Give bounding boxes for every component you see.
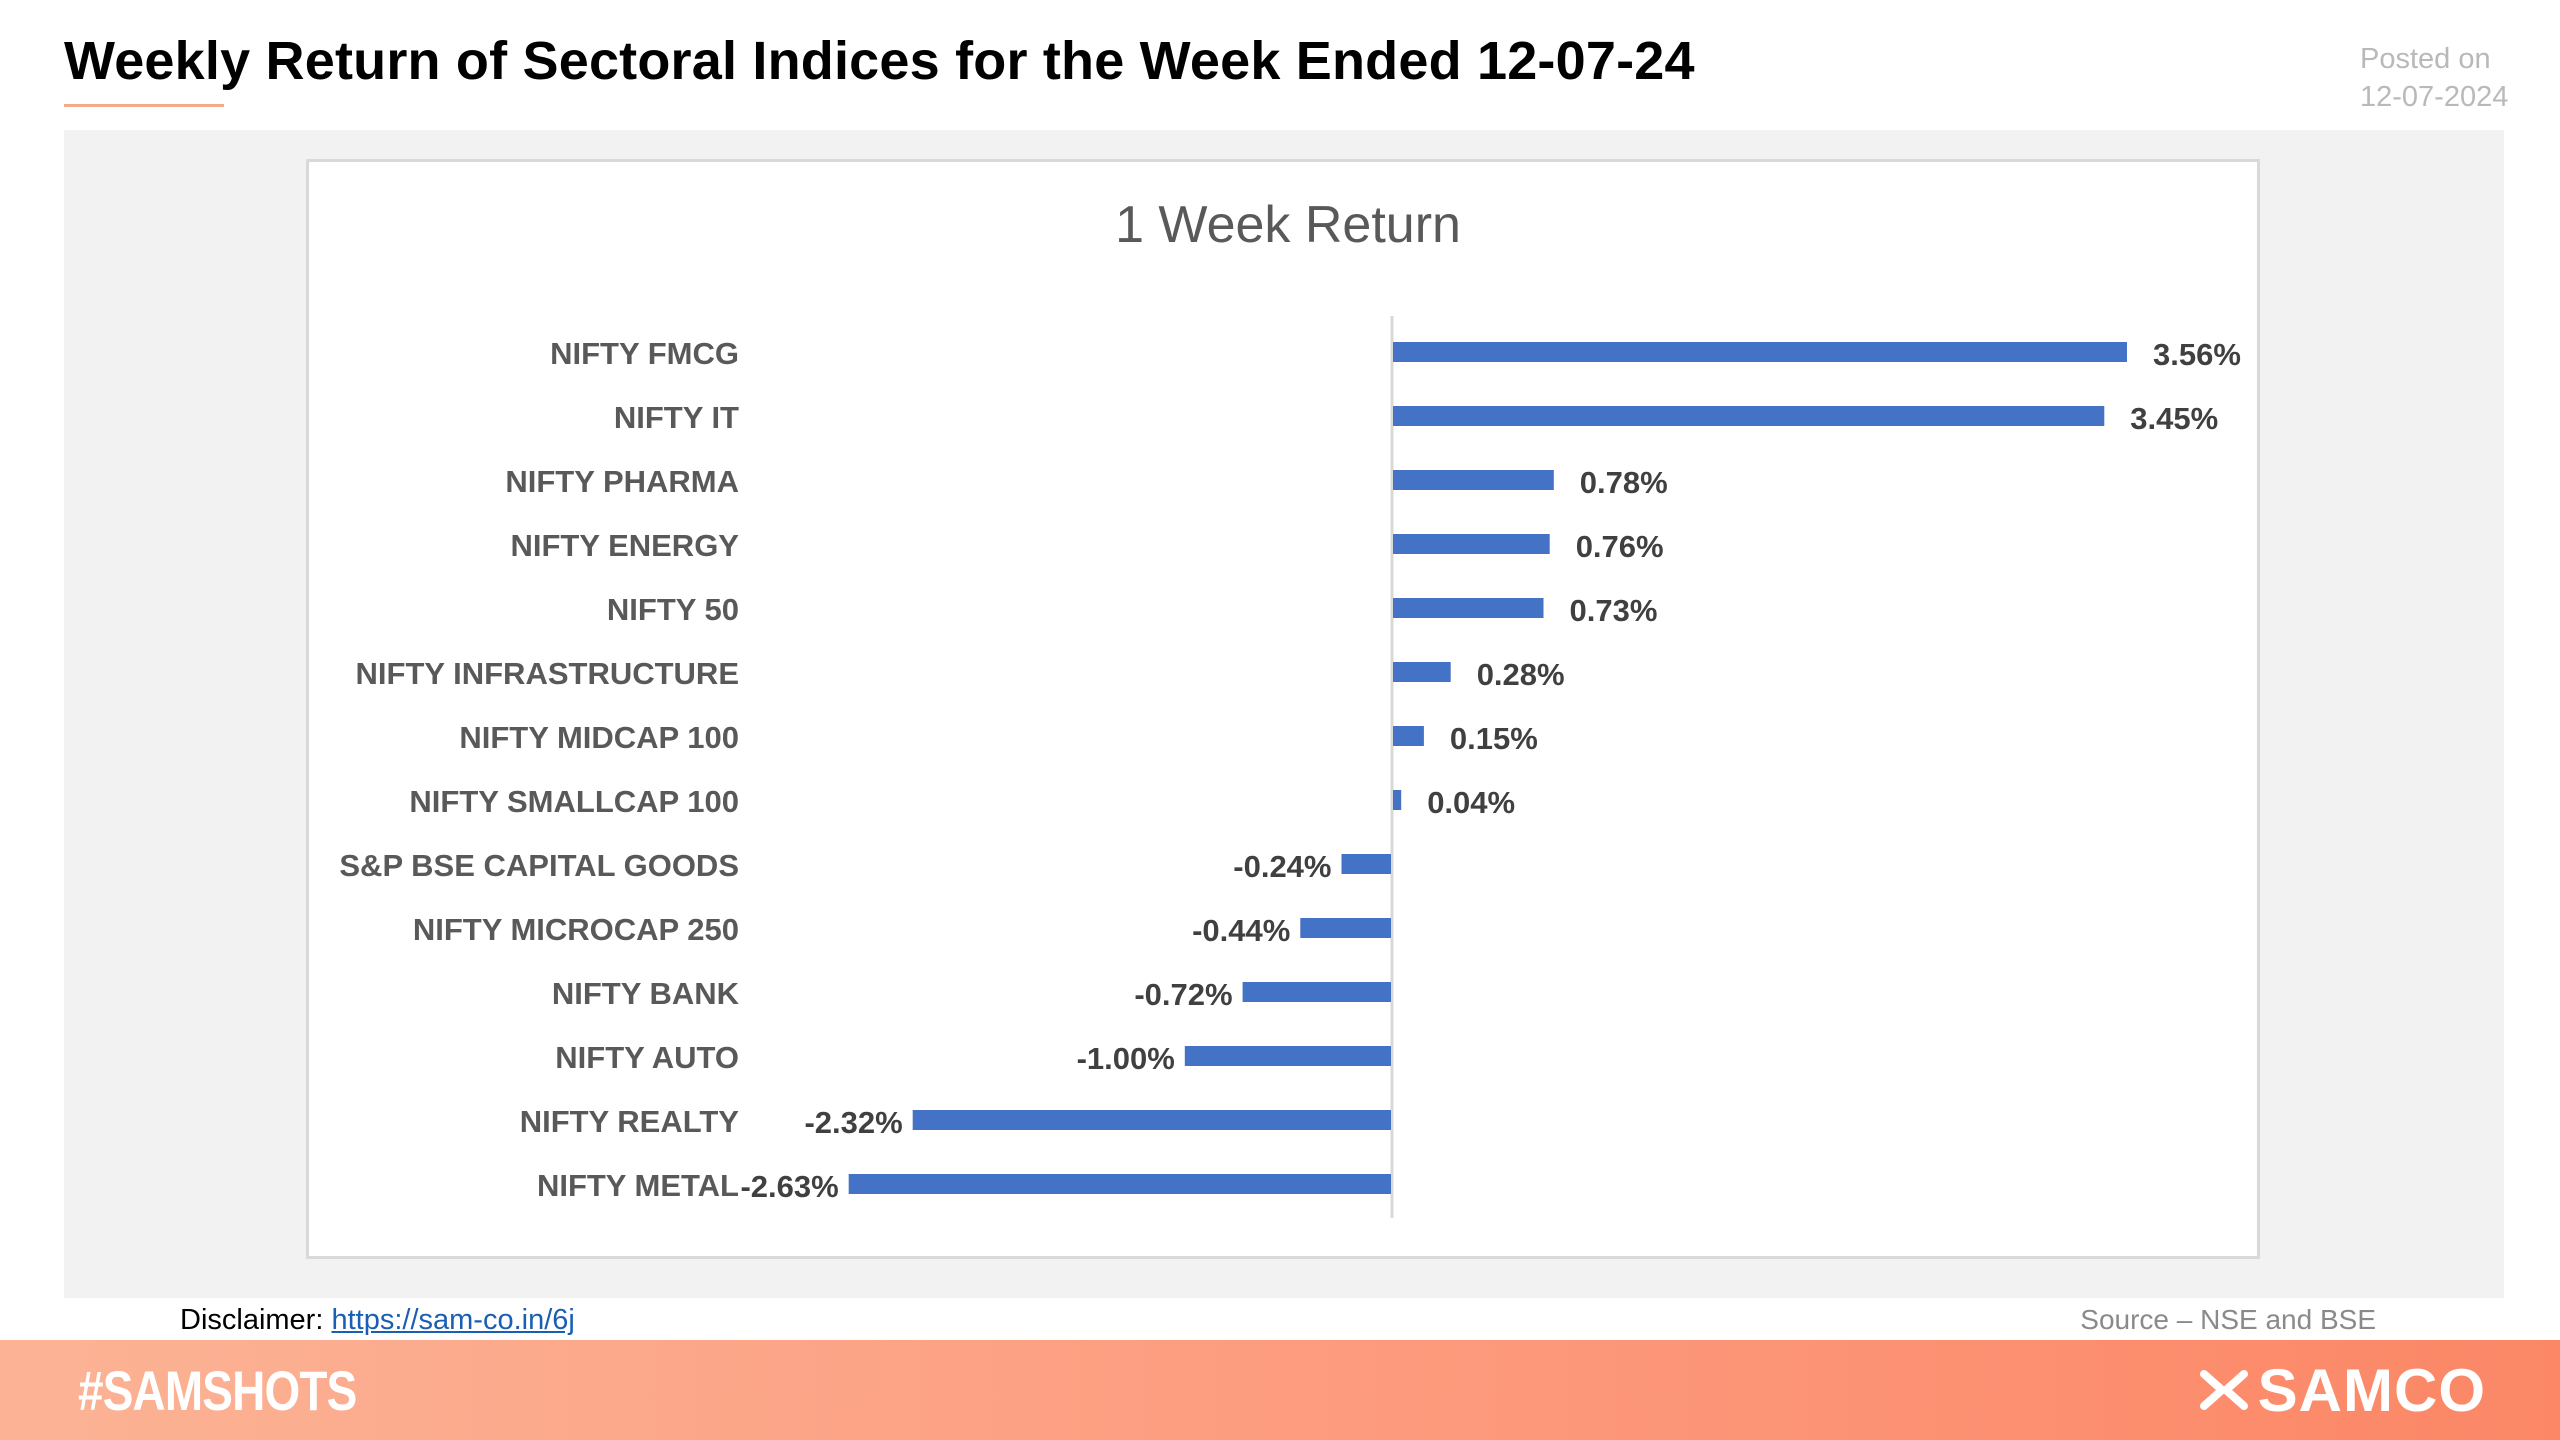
- brand-name: SAMCO: [2257, 1356, 2486, 1424]
- hashtag-label: #SAMSHOTS: [78, 1359, 357, 1422]
- category-label: NIFTY PHARMA: [505, 464, 739, 499]
- value-label: 3.45%: [2130, 401, 2218, 436]
- category-label: NIFTY INFRASTRUCTURE: [356, 656, 739, 691]
- value-label: -1.00%: [1077, 1041, 1175, 1076]
- bar: [1393, 470, 1554, 490]
- bar: [1242, 982, 1391, 1002]
- bar: [848, 1174, 1391, 1194]
- disclaimer: Disclaimer: https://sam-co.in/6j: [180, 1304, 575, 1337]
- category-label: NIFTY IT: [614, 400, 739, 435]
- posted-label: Posted on: [2360, 43, 2491, 75]
- source-note: Source – NSE and BSE: [2080, 1304, 2376, 1335]
- category-label: NIFTY ENERGY: [510, 528, 739, 563]
- category-label: NIFTY SMALLCAP 100: [409, 784, 739, 819]
- bar: [1393, 406, 2105, 426]
- disclaimer-label: Disclaimer:: [180, 1304, 324, 1336]
- category-label: NIFTY FMCG: [550, 336, 739, 371]
- value-label: 0.15%: [1450, 721, 1538, 756]
- samco-logo-icon: [2199, 1370, 2248, 1410]
- value-label: 3.56%: [2153, 337, 2241, 372]
- brand-logo: SAMCO: [2199, 1357, 2486, 1424]
- value-label: -0.44%: [1192, 913, 1290, 948]
- chart-title: 1 Week Return: [1115, 196, 1461, 254]
- bar: [1393, 342, 2127, 362]
- category-label: NIFTY METAL: [537, 1168, 739, 1203]
- category-label: S&P BSE CAPITAL GOODS: [339, 848, 739, 883]
- bar: [912, 1110, 1391, 1130]
- bar: [1393, 662, 1451, 682]
- bar: [1393, 790, 1402, 810]
- posted-info: Posted on 12-07-2024: [2360, 40, 2508, 116]
- category-label: NIFTY 50: [607, 592, 739, 627]
- value-label: 0.78%: [1580, 465, 1668, 500]
- value-label: -2.63%: [740, 1169, 838, 1204]
- category-label: NIFTY BANK: [552, 976, 740, 1011]
- bar: [1184, 1046, 1391, 1066]
- bar: [1341, 854, 1391, 874]
- category-label: NIFTY AUTO: [555, 1040, 739, 1075]
- value-label: 0.76%: [1576, 529, 1664, 564]
- page-title: Weekly Return of Sectoral Indices for th…: [64, 31, 1695, 91]
- value-label: 0.04%: [1427, 785, 1515, 820]
- value-label: -0.24%: [1233, 849, 1331, 884]
- bar-chart: 1 Week Return NIFTY FMCG 3.56% NIFTY IT 3.45…: [339, 196, 2241, 1218]
- bar: [1393, 726, 1424, 746]
- title-underline: [64, 104, 224, 107]
- category-label: NIFTY REALTY: [520, 1104, 740, 1139]
- footer-band: #SAMSHOTS SAMCO: [0, 1340, 2560, 1440]
- category-label: NIFTY MIDCAP 100: [459, 720, 739, 755]
- bar: [1300, 918, 1391, 938]
- value-label: 0.73%: [1570, 593, 1658, 628]
- value-label: -2.32%: [804, 1105, 902, 1140]
- disclaimer-link[interactable]: https://sam-co.in/6j: [331, 1304, 575, 1336]
- bar: [1393, 598, 1544, 618]
- bar: [1393, 534, 1550, 554]
- chart-frame: 1 Week Return NIFTY FMCG 3.56% NIFTY IT 3.45…: [306, 159, 2260, 1259]
- posted-date: 12-07-2024: [2360, 81, 2509, 113]
- value-label: 0.28%: [1477, 657, 1565, 692]
- value-label: -0.72%: [1134, 977, 1232, 1012]
- category-label: NIFTY MICROCAP 250: [413, 912, 739, 947]
